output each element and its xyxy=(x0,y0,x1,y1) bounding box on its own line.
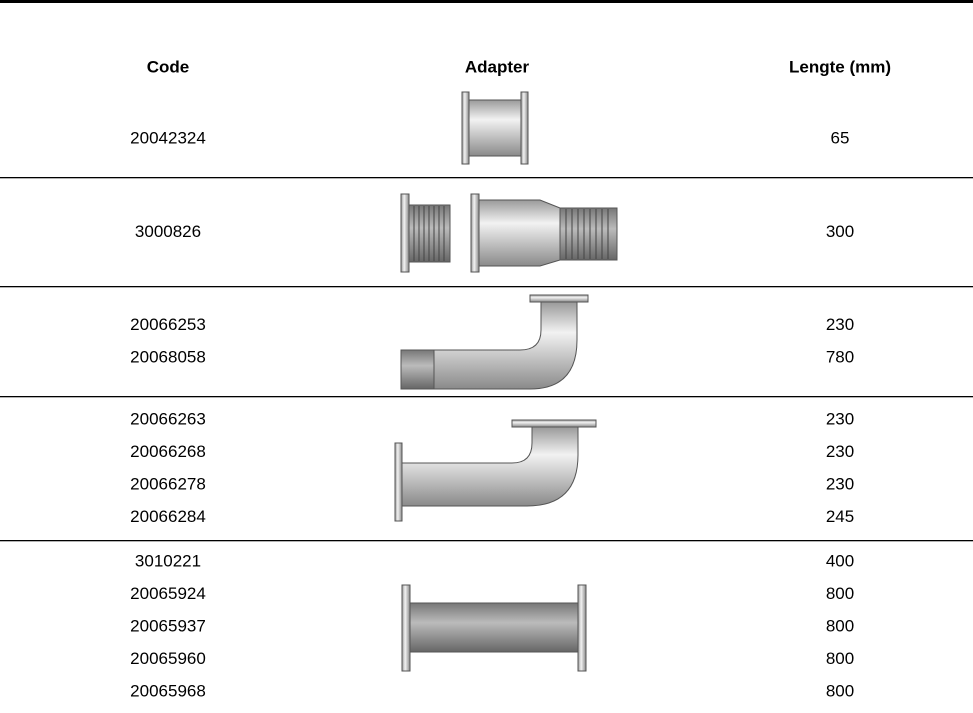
code: 20066268 xyxy=(130,442,206,461)
code: 20068058 xyxy=(130,348,206,367)
row-rule xyxy=(0,177,973,179)
code: 20042324 xyxy=(130,128,206,147)
code: 20066263 xyxy=(130,410,206,429)
adapter-image xyxy=(400,294,589,390)
code: 20065960 xyxy=(130,649,206,668)
length: 230 xyxy=(826,315,854,334)
adapter-image xyxy=(401,584,587,672)
adapter-image xyxy=(400,193,618,273)
length: 300 xyxy=(826,222,854,241)
adapter-image xyxy=(394,419,597,522)
length: 230 xyxy=(826,410,854,429)
length: 245 xyxy=(826,507,854,526)
code: 20065968 xyxy=(130,681,206,700)
code: 20066278 xyxy=(130,475,206,494)
header-code: Code xyxy=(147,57,190,76)
adapter-image xyxy=(461,91,529,165)
length: 800 xyxy=(826,584,854,603)
length: 800 xyxy=(826,649,854,668)
length: 65 xyxy=(831,128,850,147)
length: 230 xyxy=(826,475,854,494)
row-rule xyxy=(0,540,973,542)
code: 3000826 xyxy=(135,222,201,241)
length: 780 xyxy=(826,348,854,367)
code: 20066284 xyxy=(130,507,206,526)
length: 230 xyxy=(826,442,854,461)
row-rule xyxy=(0,286,973,288)
code: 20066253 xyxy=(130,315,206,334)
length: 400 xyxy=(826,551,854,570)
row-rule xyxy=(0,396,973,398)
length: 800 xyxy=(826,616,854,635)
code: 20065924 xyxy=(130,584,206,603)
length: 800 xyxy=(826,681,854,700)
code: 20065937 xyxy=(130,616,206,635)
header-length: Lengte (mm) xyxy=(789,57,891,76)
top-rule xyxy=(0,0,973,3)
header-adapter: Adapter xyxy=(465,57,530,76)
code: 3010221 xyxy=(135,551,201,570)
